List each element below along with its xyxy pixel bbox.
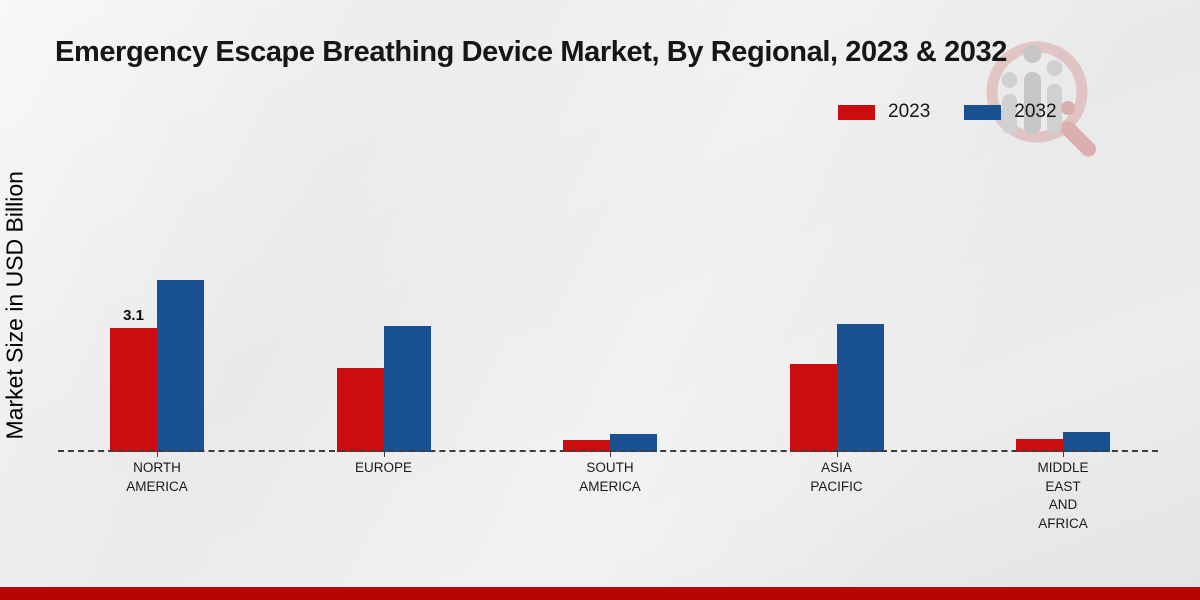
bar-2023-middle-east-and-africa <box>1016 439 1063 452</box>
bar-value-label: 3.1 <box>123 307 144 324</box>
footer-accent-band <box>0 587 1200 600</box>
axis-tick <box>157 452 158 457</box>
category-label-south-america: SOUTH AMERICA <box>579 460 641 494</box>
bar-2023-europe <box>336 368 384 452</box>
y-axis-label: Market Size in USD Billion <box>1 171 28 440</box>
bar-2023-south-america <box>563 440 610 452</box>
bar-2032-europe <box>383 326 431 452</box>
legend-label-2032: 2032 <box>1014 101 1057 122</box>
x-axis-baseline <box>58 450 1158 452</box>
axis-tick <box>610 452 611 457</box>
category-label-north-america: NORTH AMERICA <box>126 460 188 494</box>
bar-2032-north-america <box>157 280 204 452</box>
legend-swatch-2032 <box>964 104 1002 120</box>
chart-title: Emergency Escape Breathing Device Market… <box>55 36 1007 68</box>
axis-tick <box>383 452 385 457</box>
legend-label-2023: 2023 <box>888 101 931 122</box>
axis-tick <box>836 452 838 457</box>
legend: 2023 2032 <box>838 101 1057 123</box>
legend-item-2023: 2023 <box>838 101 930 123</box>
axis-tick <box>1063 452 1064 457</box>
category-label-middle-east-and-africa: MIDDLE EAST AND AFRICA <box>1037 460 1089 531</box>
bar-2032-south-america <box>610 434 657 452</box>
market-research-magnifier-logo-icon <box>986 41 1097 157</box>
category-label-europe: EUROPE <box>354 460 412 475</box>
legend-item-2032: 2032 <box>964 101 1057 123</box>
bar-2023-asia-pacific <box>789 364 837 452</box>
legend-swatch-2023 <box>838 104 875 120</box>
bar-2032-asia-pacific <box>836 324 884 452</box>
bar-2023-north-america <box>110 328 157 452</box>
category-label-asia-pacific: ASIA PACIFIC <box>810 460 863 494</box>
bar-2032-middle-east-and-africa <box>1063 432 1110 452</box>
